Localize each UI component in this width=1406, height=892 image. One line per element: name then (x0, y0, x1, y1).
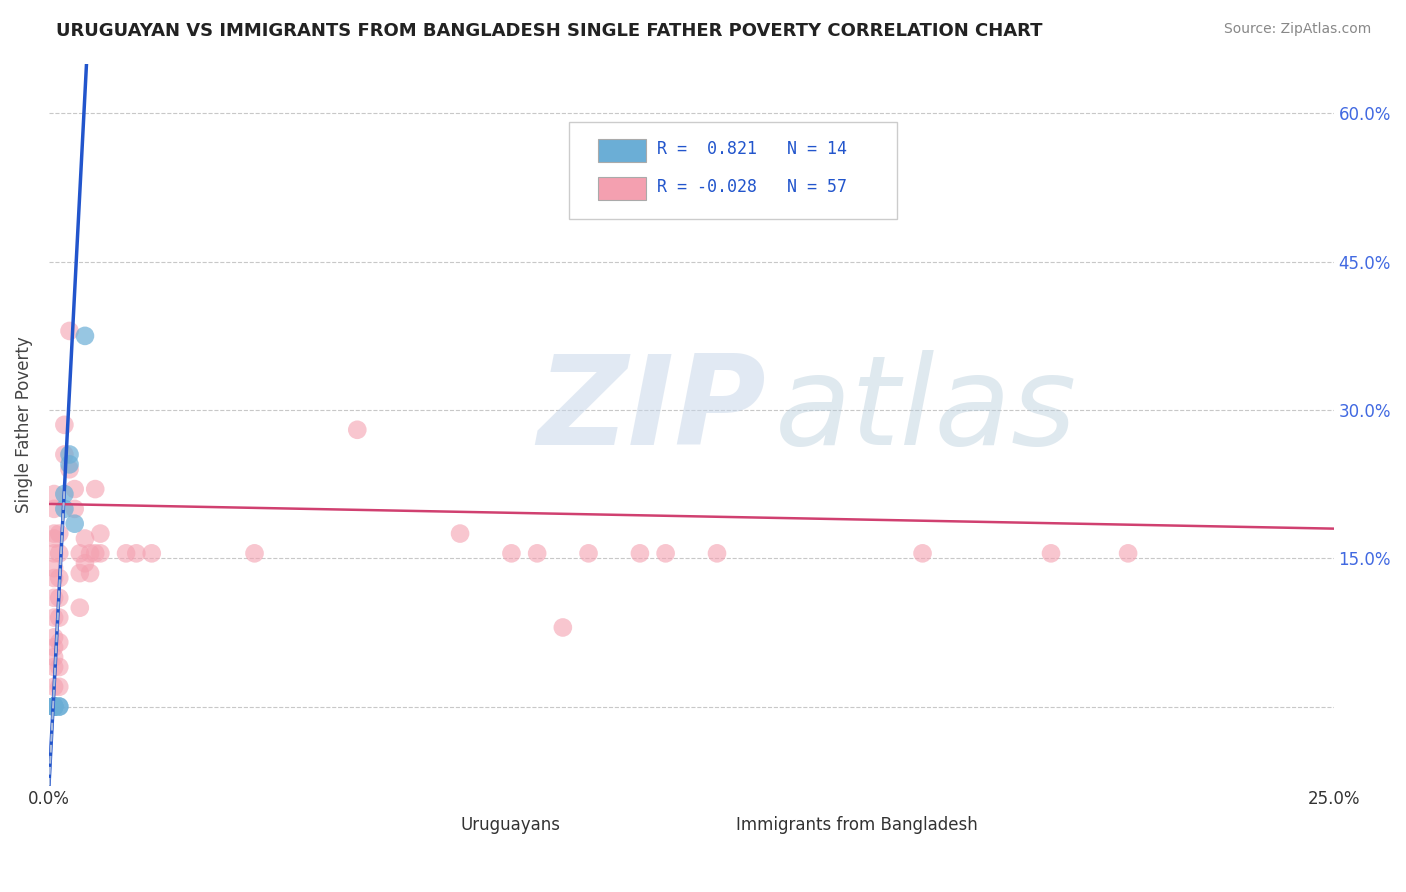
Point (48, 546, 70, 560)
Text: Source: ZipAtlas.com: Source: ZipAtlas.com (1223, 22, 1371, 37)
Point (42, 699, 65, 714)
FancyBboxPatch shape (704, 819, 727, 832)
Point (48, 635, 70, 649)
Point (42, 571, 65, 585)
Point (578, 546, 600, 560)
Point (42, 699, 65, 714)
Text: Immigrants from Bangladesh: Immigrants from Bangladesh (737, 816, 979, 834)
Text: atlas: atlas (775, 350, 1077, 471)
Point (58, 448, 80, 462)
Point (84, 482, 107, 496)
FancyBboxPatch shape (569, 122, 897, 219)
Point (42, 631, 65, 645)
Text: R =  0.821   N = 14: R = 0.821 N = 14 (657, 140, 846, 158)
Point (42, 591, 65, 605)
Point (42, 561, 65, 575)
Point (42, 660, 65, 674)
Point (69, 600, 91, 615)
Point (42, 699, 65, 714)
Point (48, 660, 70, 674)
Point (69, 566, 91, 580)
Point (73, 532, 96, 546)
Point (48, 699, 70, 714)
Point (911, 546, 934, 560)
Point (89, 526, 111, 541)
Y-axis label: Single Father Poverty: Single Father Poverty (15, 336, 32, 513)
Point (53, 448, 76, 462)
Point (42, 610, 65, 624)
Point (42, 640, 65, 655)
Text: Uruguayans: Uruguayans (460, 816, 560, 834)
Point (58, 324, 80, 338)
Point (48, 526, 70, 541)
Point (42, 501, 65, 516)
Point (628, 546, 651, 560)
Point (42, 699, 65, 714)
Text: ZIP: ZIP (537, 350, 766, 471)
Point (48, 699, 70, 714)
Point (115, 546, 138, 560)
FancyBboxPatch shape (598, 139, 647, 162)
FancyBboxPatch shape (427, 819, 451, 832)
Point (42, 680, 65, 694)
Point (63, 501, 86, 516)
Point (73, 329, 96, 343)
Point (63, 482, 86, 496)
Point (42, 699, 65, 714)
Point (79, 566, 101, 580)
Point (42, 487, 65, 501)
Point (243, 546, 266, 560)
Point (526, 546, 548, 560)
Point (53, 487, 76, 501)
Point (42, 699, 65, 714)
Text: R = -0.028   N = 57: R = -0.028 N = 57 (657, 178, 846, 195)
Point (346, 423, 368, 437)
Point (1040, 546, 1063, 560)
Point (42, 650, 65, 665)
Point (53, 501, 76, 516)
Point (501, 546, 523, 560)
Point (79, 546, 101, 560)
Point (42, 546, 65, 560)
Point (125, 546, 148, 560)
Point (42, 699, 65, 714)
Point (706, 546, 728, 560)
Point (58, 458, 80, 472)
Point (42, 699, 65, 714)
Point (48, 571, 70, 585)
Point (53, 417, 76, 432)
Point (48, 591, 70, 605)
Point (58, 462, 80, 476)
Text: URUGUAYAN VS IMMIGRANTS FROM BANGLADESH SINGLE FATHER POVERTY CORRELATION CHART: URUGUAYAN VS IMMIGRANTS FROM BANGLADESH … (56, 22, 1043, 40)
Point (141, 546, 163, 560)
Point (89, 546, 111, 560)
Point (551, 620, 574, 634)
Point (449, 526, 471, 541)
Point (42, 532, 65, 546)
FancyBboxPatch shape (598, 177, 647, 200)
Point (73, 556, 96, 570)
Point (63, 516, 86, 531)
Point (48, 610, 70, 624)
Point (654, 546, 676, 560)
Point (1116, 546, 1139, 560)
Point (84, 546, 107, 560)
Point (42, 526, 65, 541)
Point (48, 680, 70, 694)
Point (69, 546, 91, 560)
